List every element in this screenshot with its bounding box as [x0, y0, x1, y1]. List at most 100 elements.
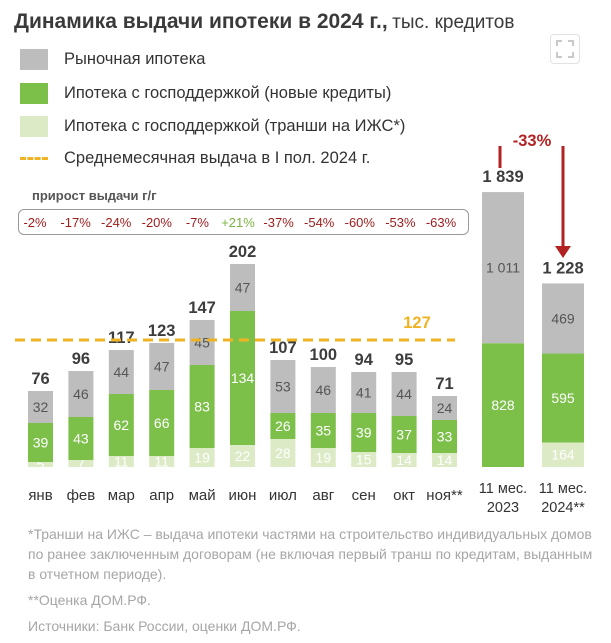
value-label-tranches: 22: [235, 448, 251, 464]
total-label: 71: [435, 375, 453, 393]
total-label: 100: [310, 346, 338, 364]
value-label-state-new: 62: [114, 417, 130, 433]
bar-state-new: [351, 413, 377, 452]
total-label: 117: [108, 329, 135, 347]
bar-state-new: [391, 416, 417, 453]
bar-market: [149, 343, 175, 390]
value-label-market: 47: [235, 280, 251, 296]
legend-swatch-market: [20, 48, 48, 70]
footnotes: *Транши на ИЖС – выдача ипотеки частями …: [28, 524, 603, 642]
summary-value-label-market: 1 011: [486, 260, 520, 276]
bar-state-new: [28, 423, 53, 462]
bar-state-new: [189, 365, 215, 448]
growth-value: -60%: [345, 215, 376, 230]
value-label-market: 32: [33, 399, 49, 415]
expand-button[interactable]: [550, 34, 580, 64]
summary-bar-market: [542, 283, 584, 354]
bar-state-new: [108, 394, 134, 456]
growth-value: -54%: [304, 215, 335, 230]
x-tick-label: май: [189, 487, 216, 504]
value-label-state-new: 134: [231, 370, 255, 386]
footnote-tranches: *Транши на ИЖС – выдача ипотеки частями …: [28, 526, 593, 582]
value-label-state-new: 66: [154, 415, 170, 431]
total-label: 94: [355, 351, 374, 369]
growth-value: -24%: [101, 215, 132, 230]
change-arrow-head: [555, 246, 571, 258]
value-label-tranches: 14: [437, 452, 453, 468]
legend-swatch-tranches: [20, 115, 48, 137]
legend-label-tranches: Ипотека с господдержкой (транши на ИЖС*): [64, 116, 406, 135]
total-label: 95: [395, 351, 413, 369]
chart-header: Динамика выдачи ипотеки в 2024 г., тыс. …: [14, 10, 514, 34]
expand-icon: [556, 40, 574, 58]
chart-title: Динамика выдачи ипотеки в 2024 г.,: [14, 10, 388, 33]
bar-state-new: [149, 390, 175, 456]
summary-value-label-tranches: 164: [551, 447, 575, 463]
chart-area: 5 39 32 76 янв 7 43 46 96 фев 11 62 44 117 мар 11 66 47 12…: [15, 132, 587, 516]
legend-item-state-new: Ипотека с господдержкой (новые кредиты): [20, 82, 391, 104]
growth-title: прирост выдачи г/г: [30, 188, 159, 203]
bar-market: [189, 320, 215, 365]
total-label: 123: [148, 322, 176, 340]
footnote-sources: Источники: Банк России, оценки ДОМ.РФ.: [28, 618, 301, 634]
bar-state-new: [270, 413, 296, 439]
value-label-market: 44: [396, 386, 412, 402]
total-label: 147: [188, 299, 216, 317]
value-label-tranches: 11: [154, 454, 169, 470]
value-label-tranches: 14: [396, 452, 412, 468]
growth-value: -7%: [186, 215, 210, 230]
legend-item-market: Рыночная ипотека: [20, 48, 205, 70]
change-label: -33%: [513, 132, 552, 150]
summary-bar-state-new: [482, 343, 524, 467]
bar-tranches: [189, 448, 215, 467]
growth-value: -37%: [263, 215, 294, 230]
summary-x-label: 11 мес.: [479, 481, 527, 497]
summary-total-label: 1 228: [542, 259, 583, 277]
bar-tranches: [432, 453, 457, 467]
x-tick-label: сен: [352, 487, 376, 504]
growth-box: [18, 209, 469, 235]
value-label-state-new: 39: [33, 435, 49, 451]
value-label-state-new: 39: [356, 425, 372, 441]
x-tick-label: июл: [269, 487, 297, 504]
x-tick-label: мар: [108, 487, 135, 504]
legend-swatch-state-new: [20, 82, 48, 104]
growth-value: -2%: [23, 215, 47, 230]
growth-value: -17%: [60, 215, 91, 230]
value-label-market: 44: [114, 364, 130, 380]
total-label: 107: [269, 339, 297, 357]
chart-subtitle: тыс. кредитов: [392, 12, 515, 33]
summary-value-label-state-new: 828: [491, 397, 515, 413]
bar-state-new: [432, 420, 457, 453]
bar-tranches: [108, 456, 134, 467]
growth-value: -53%: [385, 215, 416, 230]
legend-swatch-average: [20, 156, 48, 160]
x-tick-label: ноя**: [426, 487, 463, 504]
value-label-state-new: 26: [275, 418, 291, 434]
bar-tranches: [149, 456, 175, 467]
value-label-tranches: 19: [316, 450, 332, 466]
bar-tranches: [351, 452, 377, 467]
value-label-market: 24: [437, 400, 453, 416]
summary-x-label: 2024**: [541, 500, 585, 516]
value-label-market: 46: [316, 382, 332, 398]
bar-state-new: [310, 413, 336, 448]
value-label-state-new: 33: [437, 429, 453, 445]
total-label: 202: [229, 243, 257, 261]
bar-tranches: [391, 453, 417, 467]
footnote-estimate: **Оценка ДОМ.РФ.: [28, 592, 151, 608]
legend-label-state-new: Ипотека с господдержкой (новые кредиты): [64, 83, 392, 102]
bar-market: [310, 367, 336, 413]
value-label-tranches: 15: [356, 452, 372, 468]
value-label-tranches: 11: [114, 454, 129, 470]
value-label-tranches: 7: [77, 456, 85, 472]
legend-item-average: Среднемесячная выдача в I пол. 2024 г.: [20, 147, 370, 169]
summary-bar-tranches: [542, 442, 584, 467]
value-label-tranches: 28: [275, 445, 291, 461]
value-label-state-new: 83: [194, 399, 210, 415]
bar-market: [432, 396, 457, 420]
x-tick-label: авг: [312, 487, 334, 504]
bar-market: [351, 372, 377, 413]
summary-bar-state-new: [542, 353, 584, 443]
bar-state-new: [230, 311, 255, 445]
